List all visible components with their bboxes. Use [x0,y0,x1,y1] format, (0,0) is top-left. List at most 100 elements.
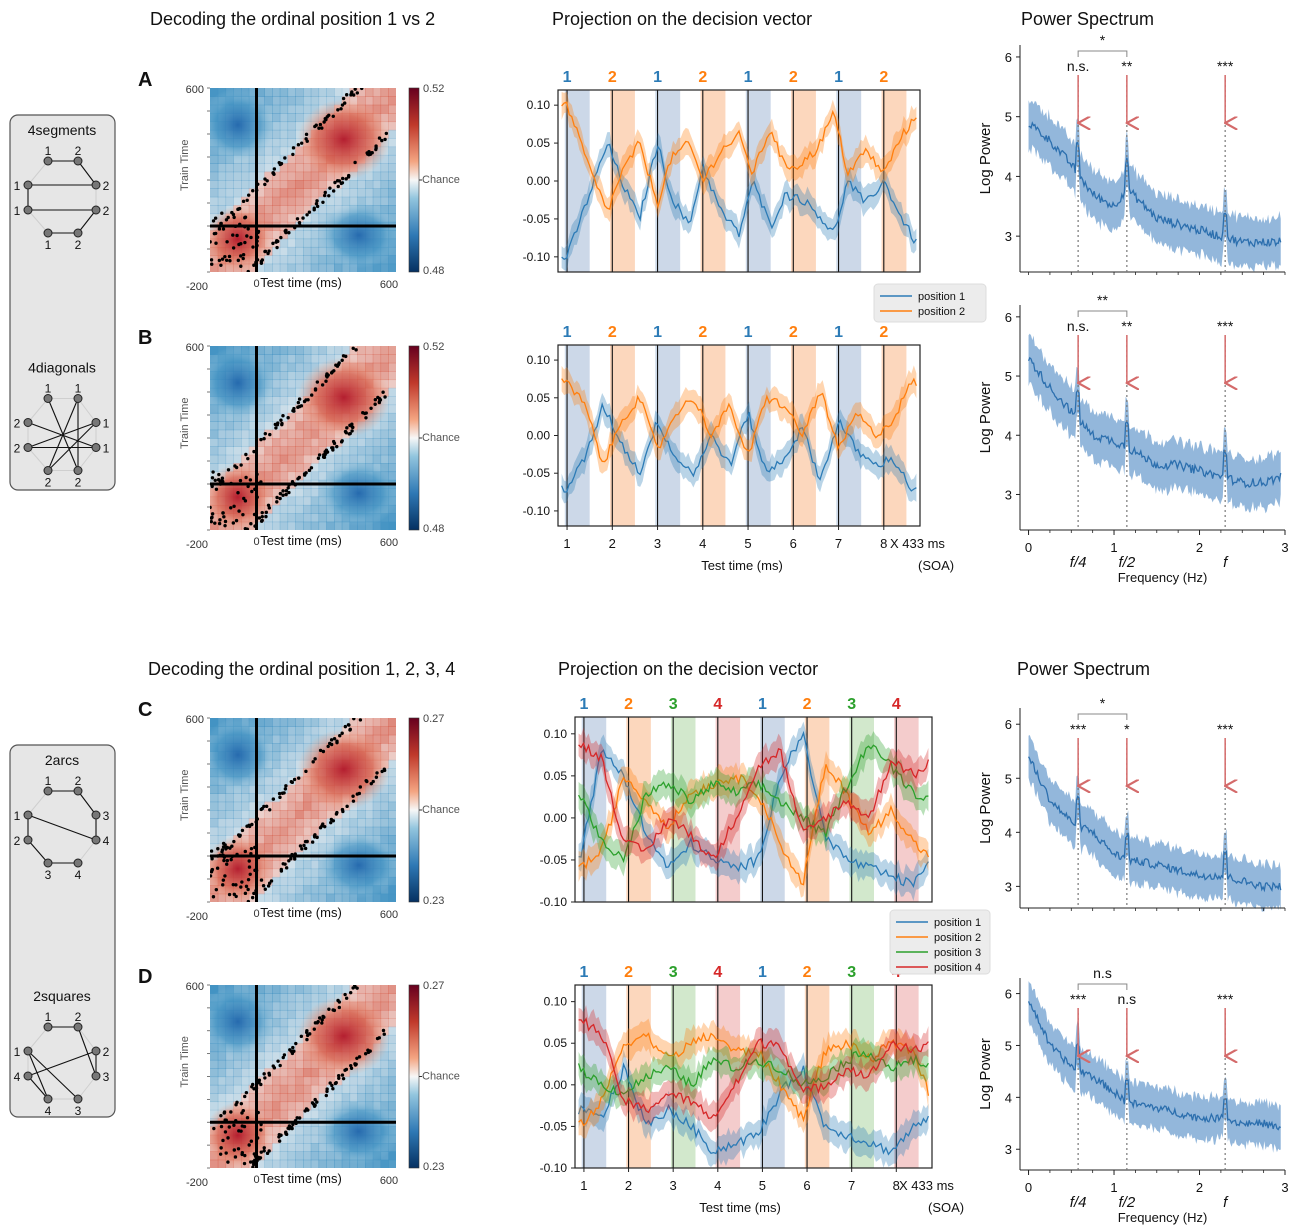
heatmap-cell [272,718,281,727]
projection-plot: 1 2 3 4 1 2 3 4-0.10-0.050.000.050.10 [540,696,933,909]
significance-dot [249,521,253,526]
heatmap-cell [349,188,358,198]
heatmap-cell [287,993,296,1003]
heatmap-cell [256,88,265,97]
sequence-node [23,205,33,215]
sequence-edge [27,1050,97,1077]
heatmap-cell [334,826,343,836]
significance-dot [320,1018,324,1022]
significance-dot [353,1063,358,1067]
sequence-node-label: 2 [45,476,52,490]
significance-dot [246,484,250,489]
heatmap-xtick: -200 [186,911,208,923]
heatmap-cell [372,263,382,272]
heatmap-cell [303,188,312,198]
significance-dot [223,523,227,528]
heatmap-cell [295,1051,304,1061]
heatmap-cell [279,885,289,895]
heatmap-cell [287,255,296,265]
heatmap-cell [380,1076,389,1086]
heatmap-cell [256,438,265,447]
significance-dot [268,808,272,812]
significance-dot [284,866,289,870]
sequence-position-label: 3 [847,696,856,713]
heatmap-cell [287,196,296,206]
heatmap-cell [210,1101,219,1111]
significance-dot [210,516,214,520]
heatmap-cell [357,810,366,819]
significance-dot [297,220,302,225]
heatmap-cell [388,463,396,473]
heatmap-cell [217,412,227,422]
heatmap-cell [233,826,242,836]
significance-dot [267,881,272,885]
heatmap-cell [241,1084,250,1094]
heatmap-cell [287,129,296,139]
heatmap-cell [256,205,265,215]
heatmap-cell [217,180,227,189]
stimulus-band [894,717,919,902]
significance-label: n.s [1118,991,1137,1007]
sequence-ring-edge [77,398,97,423]
sequence-position-label: 1 [758,964,767,981]
spectrum-xlabel: Frequency (Hz) [1118,1210,1208,1225]
projection-section-title: Projection on the decision vector [558,659,818,679]
heatmap-cell [210,826,219,836]
heatmap-cell [279,238,289,248]
heatmap-cell [279,121,289,131]
heatmap-cell [334,521,343,530]
heatmap-cell [256,985,265,994]
heatmap-cell [264,1151,273,1161]
significance-dot [221,878,226,882]
heatmap-cell [326,885,335,895]
heatmap-cell [334,446,343,456]
sequence-position-label: 2 [803,696,812,713]
heatmap-cell [256,818,265,828]
heatmap-cell [372,826,382,836]
heatmap-ytick: 600 [186,981,204,993]
heatmap-cell [279,154,289,164]
heatmap-cell [287,521,296,530]
heatmap-cell [210,835,219,845]
heatmap-cell [303,985,312,994]
significance-dot [366,1050,371,1055]
stimulus-band [791,90,816,272]
spectrum-ci-band [1028,981,1281,1153]
colorbar [408,984,420,1169]
significance-dot [304,137,308,141]
heatmap-cell [233,196,242,206]
heatmap-cell [365,438,374,447]
projection-xtick-label: 2 [609,536,616,551]
significance-dot [222,515,226,519]
sequence-node [91,180,101,190]
colorbar-min: 0.48 [423,523,444,535]
significance-dot [328,1081,332,1085]
sequence-position-label: 3 [669,964,678,981]
heatmap-cell [264,438,273,447]
heatmap-cell [225,454,234,464]
heatmap-cell [217,818,227,828]
heatmap-cell [210,429,219,439]
heatmap-cell [380,371,389,381]
heatmap-cell [318,1159,327,1168]
significance-dot [377,136,382,140]
significance-dot [383,395,387,399]
heatmap-cell [334,1076,343,1086]
heatmap-cell [210,1093,219,1103]
significance-dot [355,1056,359,1060]
significance-dot [288,1048,292,1052]
heatmap-cell [295,1109,304,1119]
significance-dot [279,1133,283,1137]
significance-dot [222,1110,227,1114]
heatmap-cell [372,993,382,1003]
heatmap-cell [264,88,273,97]
sequence-node [91,1071,101,1081]
heatmap-cell [279,446,289,456]
significance-dot [221,511,225,515]
heatmap-cell [388,379,396,389]
heatmap-ytick: 600 [186,342,204,354]
heatmap-cell [380,429,389,439]
series-line-position-4 [578,741,930,859]
